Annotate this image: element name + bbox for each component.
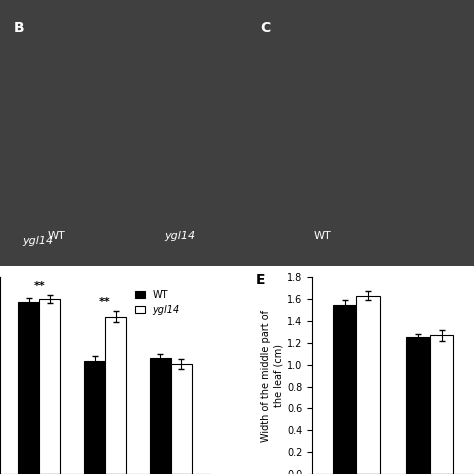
Y-axis label: Width of the middle part of
the leaf (cm): Width of the middle part of the leaf (cm… xyxy=(262,310,283,442)
Bar xyxy=(150,358,171,474)
Legend: WT, ygl14: WT, ygl14 xyxy=(131,286,184,319)
Text: WT: WT xyxy=(313,231,331,241)
Text: ygl14: ygl14 xyxy=(164,231,196,241)
Bar xyxy=(84,361,105,474)
Text: B: B xyxy=(14,21,25,35)
Text: WT: WT xyxy=(48,231,66,241)
Bar xyxy=(39,299,60,474)
Bar xyxy=(105,317,126,474)
Bar xyxy=(18,302,39,474)
Bar xyxy=(406,337,430,474)
Bar xyxy=(333,305,356,474)
Text: **: ** xyxy=(99,297,111,307)
Bar xyxy=(430,335,454,474)
Text: ygl14: ygl14 xyxy=(22,237,54,246)
Text: C: C xyxy=(261,21,271,35)
Bar xyxy=(171,364,192,474)
Text: **: ** xyxy=(34,281,46,291)
Text: E: E xyxy=(256,273,265,287)
Bar xyxy=(356,296,380,474)
